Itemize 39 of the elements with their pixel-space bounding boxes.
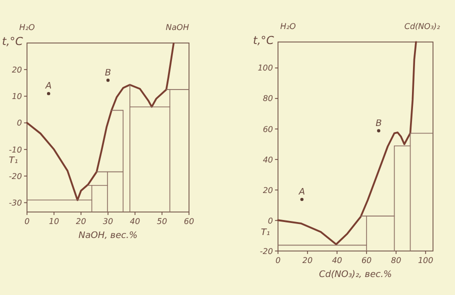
y-tick-label: -10	[8, 145, 22, 154]
x-axis-title: Cd(NO₃)₂, вес.%	[319, 270, 392, 280]
x-tick-label: 50	[156, 217, 168, 226]
y-tick-label: 0	[16, 118, 22, 128]
x-tick-label: 60	[184, 217, 194, 226]
x-tick-label: 40	[332, 256, 342, 265]
x-tick-label: 0	[275, 256, 281, 265]
y-tick-label: 80	[262, 94, 273, 104]
x-tick-label: 100	[418, 256, 434, 265]
text: T₁	[8, 156, 18, 166]
x-tick-label: 60	[361, 256, 372, 265]
y-tick-label: 10	[12, 92, 22, 102]
y-tick-label: -30	[8, 198, 22, 208]
series-label: A	[298, 187, 305, 198]
x-axis-title: NaOH, вес.%	[78, 231, 138, 241]
text: H₂O	[19, 23, 35, 32]
series-label: B	[104, 68, 112, 78]
x-tick-label: 10	[48, 217, 60, 226]
x-tick-label: 80	[391, 256, 402, 265]
y-tick-label: 60	[262, 124, 273, 134]
x-tick-label: 0	[24, 217, 30, 226]
x-tick-label: 30	[102, 217, 114, 226]
x-tick-label: 40	[130, 217, 140, 226]
y-tick-label: -20	[8, 172, 22, 181]
text: NaOH	[166, 23, 189, 32]
text: T₁	[260, 228, 270, 238]
series-label: B	[376, 118, 382, 129]
text: Cd(NO₃)₂	[404, 22, 441, 31]
x-tick-label: 20	[76, 217, 86, 226]
y-axis-title: t,°C	[2, 35, 24, 48]
y-tick-label: 20	[262, 186, 273, 195]
text: H₂O	[280, 22, 296, 31]
y-tick-label: 100	[258, 64, 273, 73]
x-tick-label: 20	[302, 256, 313, 265]
y-tick-label: 20	[12, 65, 22, 74]
y-tick-label: 40	[262, 155, 273, 164]
y-axis-title: t,°C	[253, 34, 274, 47]
y-tick-label: -20	[260, 246, 273, 256]
series-label: A	[44, 82, 52, 92]
